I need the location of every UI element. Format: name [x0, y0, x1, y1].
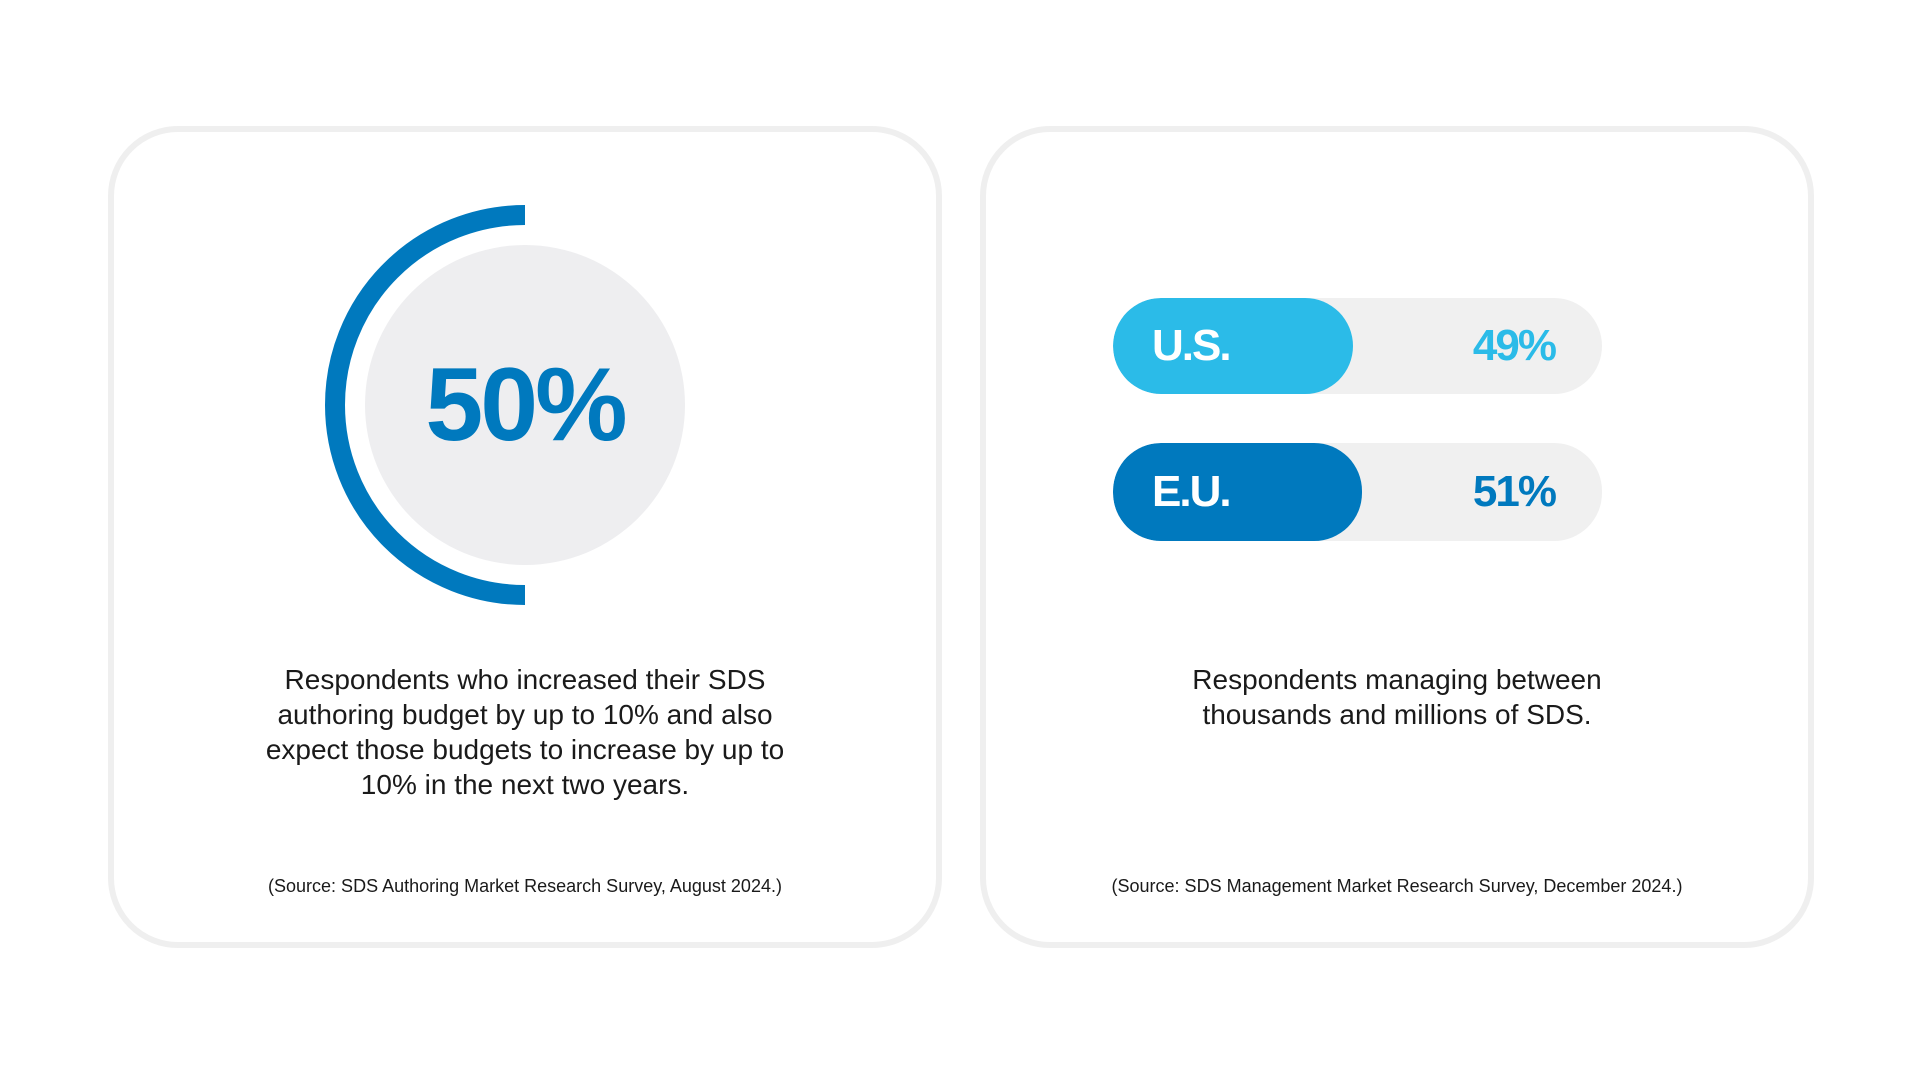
description-line: thousands and millions of SDS. — [1202, 699, 1592, 730]
bar-eu-fill — [1113, 443, 1363, 541]
bar-us-label: U.S. — [1152, 321, 1232, 370]
right-description: Respondents managing between thousands a… — [1100, 662, 1694, 732]
bar-eu: E.U. 51% — [1113, 443, 1602, 541]
gauge-center-circle — [365, 245, 685, 565]
description-line: Respondents who increased their SDS — [284, 664, 766, 695]
description-line: 10% in the next two years. — [360, 769, 690, 800]
bar-us: U.S. 49% — [1113, 298, 1602, 394]
description-line: authoring budget by up to 10% and also — [277, 699, 773, 730]
right-source: (Source: SDS Management Market Research … — [1111, 876, 1683, 896]
description-line: Respondents managing between — [1192, 664, 1602, 695]
gauge-value: 50% — [425, 347, 627, 463]
gauge-progress-arc — [325, 205, 526, 605]
bar-us-fill — [1113, 298, 1353, 394]
bar-us-value: 49% — [1472, 321, 1557, 370]
bar-eu-value: 51% — [1472, 467, 1557, 516]
bar-eu-label: E.U. — [1152, 467, 1232, 516]
left-description: Respondents who increased their SDS auth… — [200, 662, 850, 802]
description-line: expect those budgets to increase by up t… — [265, 734, 785, 765]
left-source: (Source: SDS Authoring Market Research S… — [268, 876, 782, 896]
